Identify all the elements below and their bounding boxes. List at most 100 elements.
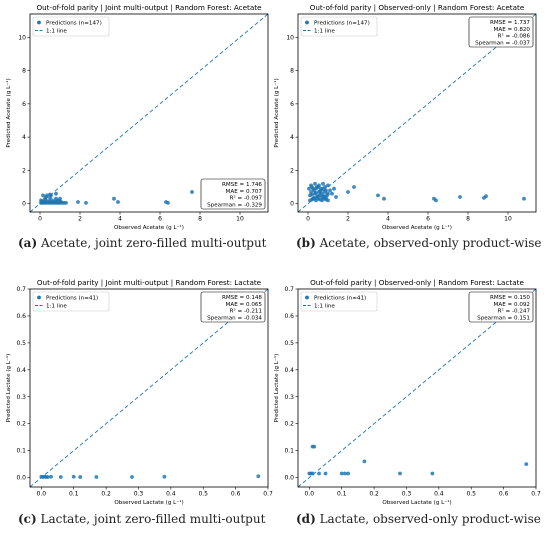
y-tick-label: 0.7 [284, 286, 294, 293]
y-tick-label: 0.5 [16, 340, 26, 347]
x-axis-label: Observed Lactate (g L⁻¹) [114, 499, 183, 506]
data-point [324, 195, 328, 200]
data-point [44, 195, 48, 199]
data-point [324, 188, 328, 193]
y-tick-label: 0.4 [284, 367, 294, 374]
chart-title: Out-of-fold parity | Observed-only | Ran… [310, 3, 525, 12]
stats-line: RMSE = 1.746 [222, 182, 262, 188]
legend-box [300, 291, 378, 312]
x-tick-label: 0.2 [101, 491, 111, 498]
y-axis-label: Predicted Acetate (g L⁻¹) [5, 78, 12, 147]
data-point [323, 185, 327, 189]
y-tick-label: 6 [22, 101, 26, 108]
stats-line: Spearman = -0.037 [475, 40, 530, 46]
data-point [326, 183, 330, 188]
data-point [382, 196, 386, 201]
data-point [434, 198, 438, 203]
chart-title: Out-of-fold parity | Observed-only | Ran… [310, 278, 524, 287]
legend-label-identity: 1:1 line [46, 29, 67, 35]
legend-label-identity: 1:1 line [46, 304, 67, 310]
data-point [320, 195, 324, 199]
caption-a: (a) Acetate, joint zero-filled multi-out… [18, 236, 267, 250]
data-point [94, 475, 99, 479]
x-tick-label: 0 [306, 216, 310, 223]
stats-line: MAE = 0.065 [226, 302, 263, 308]
x-tick-label: 0.6 [231, 491, 241, 498]
data-point [376, 193, 380, 198]
caption-b-tag: (b) [296, 236, 316, 250]
data-point [343, 471, 347, 476]
data-point [398, 471, 402, 476]
data-point [45, 475, 50, 479]
stats-line: R² = -0.097 [230, 195, 263, 202]
caption-c: (c) Lactate, joint zero-filled multi-out… [18, 512, 265, 526]
legend-marker-predictions [305, 295, 309, 300]
x-tick-label: 0.3 [134, 491, 144, 498]
caption-d-tag: (d) [296, 512, 316, 526]
x-tick-label: 0.5 [198, 491, 208, 498]
y-tick-label: 0 [290, 201, 294, 208]
stats-line: R² = -0.247 [498, 308, 531, 315]
stats-line: Spearman = -0.329 [207, 202, 262, 208]
x-tick-label: 8 [466, 216, 470, 223]
data-point [307, 186, 311, 191]
y-tick-label: 0.3 [16, 394, 26, 401]
chart-title: Out-of-fold parity | Joint multi-output … [36, 3, 262, 12]
data-point [54, 191, 58, 196]
data-point [116, 200, 120, 204]
legend-marker-predictions [37, 20, 41, 25]
x-tick-label: 0.3 [402, 491, 412, 498]
x-axis-label: Observed Lactate (g L⁻¹) [382, 499, 451, 506]
legend-label-predictions: Predictions (n=41) [46, 296, 98, 302]
x-tick-label: 0.4 [166, 491, 176, 498]
y-tick-label: 2 [290, 167, 294, 174]
stats-line: MAE = 0.092 [494, 302, 530, 308]
data-point [64, 200, 68, 205]
y-tick-label: 0 [22, 201, 26, 208]
x-tick-label: 0.6 [499, 491, 509, 498]
data-point [334, 195, 338, 199]
x-tick-label: 0.1 [69, 491, 79, 498]
y-tick-label: 0.5 [284, 340, 294, 347]
x-tick-label: 0.2 [369, 491, 379, 498]
data-point [78, 475, 83, 479]
data-point [339, 471, 344, 476]
x-tick-label: 0.7 [531, 491, 541, 498]
stats-line: MAE = 0.820 [494, 27, 531, 33]
data-point [84, 200, 88, 205]
y-tick-label: 0.6 [284, 313, 294, 320]
stats-box [200, 291, 266, 323]
x-tick-label: 0 [38, 216, 42, 223]
data-point [317, 471, 321, 476]
data-point [54, 196, 58, 201]
x-tick-label: 0.0 [37, 491, 47, 498]
y-tick-label: 6 [290, 101, 294, 108]
caption-c-tag: (c) [18, 512, 37, 526]
chart-panel-d: Out-of-fold parity | Observed-only | Ran… [273, 278, 541, 506]
legend-marker-predictions [37, 295, 41, 300]
chart-panel-a: Out-of-fold parity | Joint multi-output … [5, 3, 269, 231]
data-point [49, 474, 53, 479]
y-tick-label: 0.7 [16, 286, 26, 293]
legend-label-predictions: Predictions (n=41) [314, 296, 366, 302]
y-tick-label: 10 [18, 34, 26, 41]
legend-box [32, 291, 110, 312]
data-point [458, 195, 462, 199]
y-tick-label: 4 [290, 134, 294, 141]
data-point [47, 199, 51, 204]
data-point [76, 200, 80, 204]
data-point [314, 190, 318, 195]
legend-label-predictions: Predictions (n=147) [46, 21, 102, 27]
y-tick-label: 0.2 [16, 421, 26, 428]
y-axis-label: Predicted Lactate (g L⁻¹) [273, 354, 280, 423]
chart-panel-c: Out-of-fold parity | Joint multi-output … [5, 278, 273, 506]
caption-d-text: Lactate, observed-only product-wise [315, 512, 541, 526]
data-point [316, 194, 320, 199]
data-point [484, 194, 488, 199]
x-tick-label: 2 [346, 216, 350, 223]
y-tick-label: 0.1 [16, 448, 26, 455]
caption-c-text: Lactate, joint zero-filled multi-output [36, 512, 266, 526]
plot-frame [29, 288, 269, 488]
data-point [71, 474, 76, 479]
data-point [58, 475, 63, 479]
